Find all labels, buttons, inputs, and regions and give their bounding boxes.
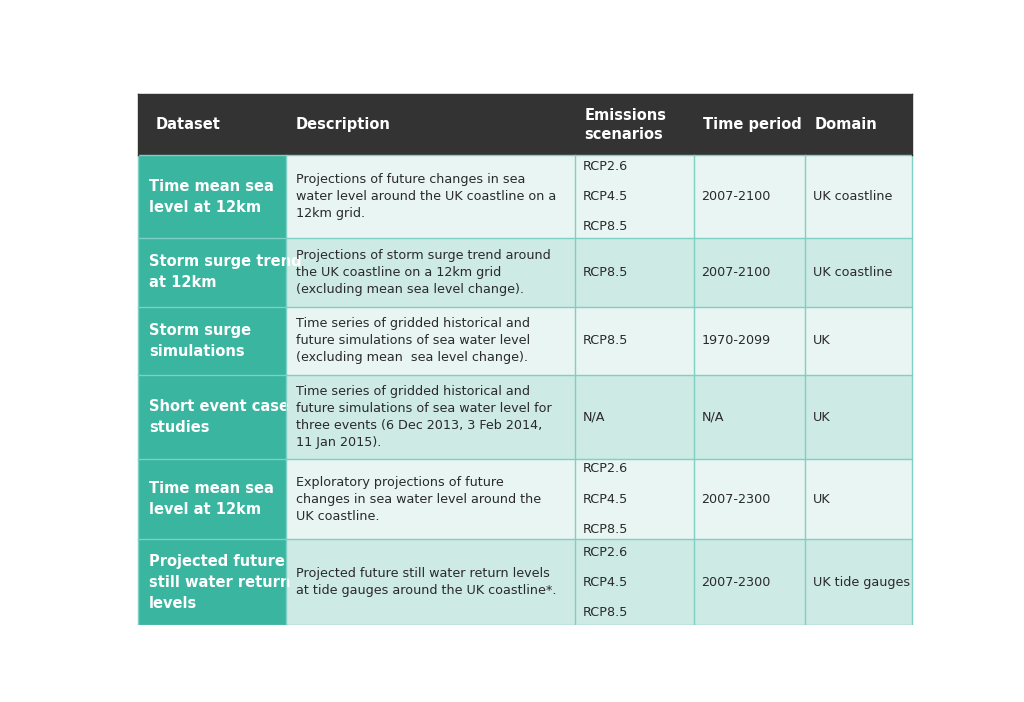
Bar [137,238,287,307]
Text: UK coastline: UK coastline [813,265,892,279]
Text: Projected future
still water return
levels: Projected future still water return leve… [150,554,291,611]
Bar [137,458,287,540]
Text: Projections of future changes in sea
water level around the UK coastline on a
12: Projections of future changes in sea wat… [296,173,556,220]
Text: RCP2.6: RCP2.6 [583,545,628,559]
Text: 2007-2100: 2007-2100 [701,265,771,279]
Text: Projected future still water return levels
at tide gauges around the UK coastlin: Projected future still water return leve… [296,567,556,597]
Text: RCP8.5: RCP8.5 [583,334,629,347]
Text: Dataset: Dataset [156,117,221,132]
Text: RCP2.6: RCP2.6 [583,463,628,475]
Text: RCP4.5: RCP4.5 [583,493,628,505]
Bar [137,94,912,155]
Text: Short event case
studies: Short event case studies [150,399,289,435]
Bar [287,155,912,238]
Text: Time period: Time period [702,117,802,132]
Text: 2007-2100: 2007-2100 [701,190,771,203]
Bar [287,238,912,307]
Text: Emissions
scenarios: Emissions scenarios [585,108,667,142]
Text: 2007-2300: 2007-2300 [701,576,771,589]
Bar [137,307,287,376]
Text: RCP4.5: RCP4.5 [583,576,628,589]
Text: UK coastline: UK coastline [813,190,892,203]
Bar [137,540,287,625]
Text: UK: UK [813,493,830,505]
Bar [137,155,287,238]
Text: N/A: N/A [701,411,724,423]
Text: Projections of storm surge trend around
the UK coastline on a 12km grid
(excludi: Projections of storm surge trend around … [296,249,550,296]
Bar [287,307,912,376]
Text: Time series of gridded historical and
future simulations of sea water level
(exc: Time series of gridded historical and fu… [296,317,529,364]
Text: RCP8.5: RCP8.5 [583,607,629,619]
Text: UK: UK [813,334,830,347]
Text: Time series of gridded historical and
future simulations of sea water level for
: Time series of gridded historical and fu… [296,385,551,449]
Text: N/A: N/A [583,411,605,423]
Text: Exploratory projections of future
changes in sea water level around the
UK coast: Exploratory projections of future change… [296,476,541,522]
Text: RCP2.6: RCP2.6 [583,160,628,173]
Text: RCP4.5: RCP4.5 [583,190,628,203]
Text: Domain: Domain [814,117,878,132]
Bar [287,376,912,458]
Text: UK tide gauges: UK tide gauges [813,576,910,589]
Text: Storm surge trend
at 12km: Storm surge trend at 12km [150,254,302,290]
Text: RCP8.5: RCP8.5 [583,220,629,233]
Text: 2007-2300: 2007-2300 [701,493,771,505]
Text: Storm surge
simulations: Storm surge simulations [150,323,251,359]
Text: Description: Description [296,117,390,132]
Text: UK: UK [813,411,830,423]
Text: Time mean sea
level at 12km: Time mean sea level at 12km [150,481,274,517]
Text: Time mean sea
level at 12km: Time mean sea level at 12km [150,178,274,215]
Text: RCP8.5: RCP8.5 [583,265,629,279]
Bar [137,376,287,458]
Bar [287,458,912,540]
Bar [287,540,912,625]
Text: RCP8.5: RCP8.5 [583,523,629,536]
Text: 1970-2099: 1970-2099 [701,334,770,347]
